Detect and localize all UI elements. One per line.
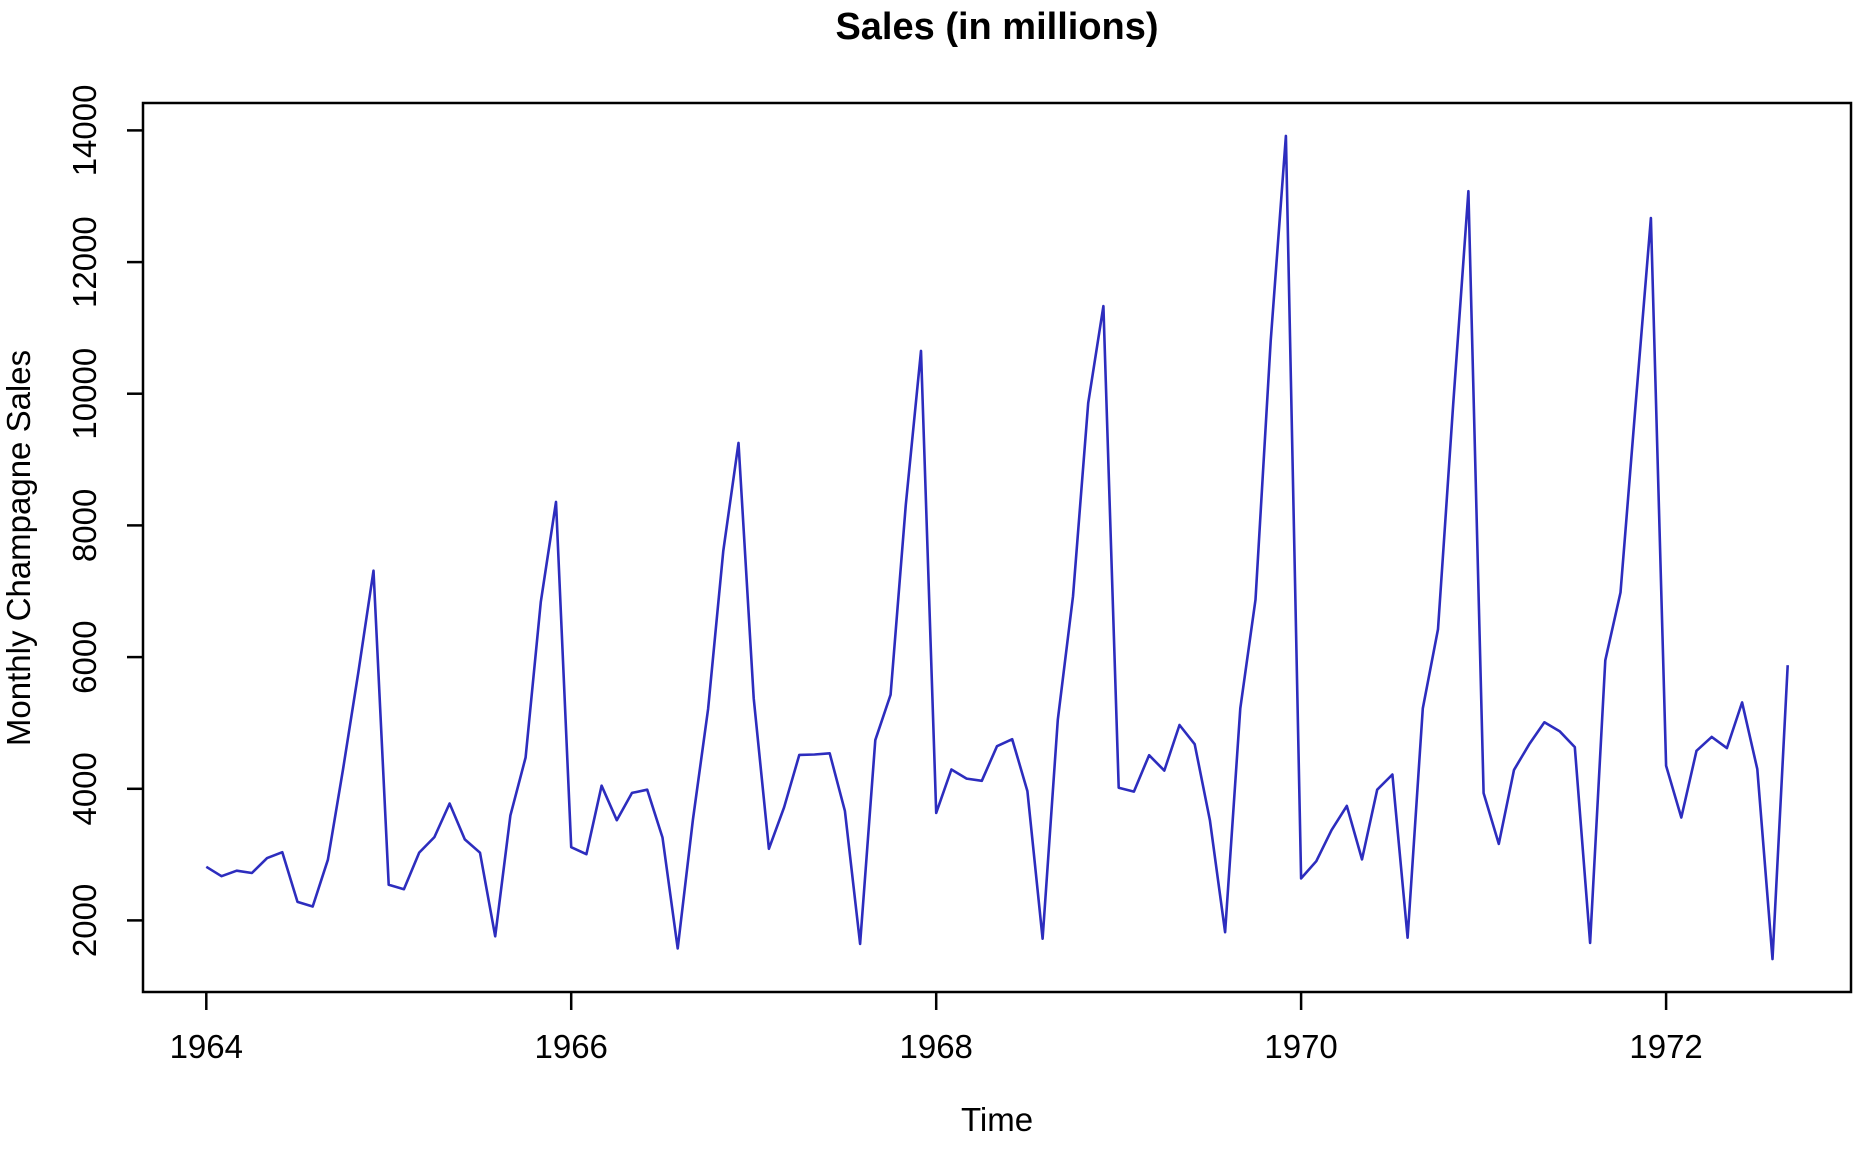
y-tick-label: 10000 bbox=[66, 348, 103, 440]
x-tick-label: 1970 bbox=[1264, 1028, 1337, 1065]
chart-title: Sales (in millions) bbox=[835, 6, 1158, 48]
x-tick-label: 1972 bbox=[1629, 1028, 1702, 1065]
y-tick-label: 2000 bbox=[66, 884, 103, 957]
y-tick-label: 12000 bbox=[66, 216, 103, 308]
y-axis: 2000 4000 6000 8000 10000 12000 14000 bbox=[66, 85, 143, 957]
plot-border bbox=[141, 101, 1853, 994]
sales-line bbox=[205, 134, 1789, 961]
y-tick-label: 6000 bbox=[66, 620, 103, 693]
x-axis: 1964 1966 1968 1970 1972 bbox=[170, 992, 1703, 1065]
x-tick-label: 1968 bbox=[899, 1028, 972, 1065]
x-tick-label: 1964 bbox=[170, 1028, 243, 1065]
y-axis-title: Monthly Champagne Sales bbox=[0, 350, 37, 746]
x-tick-label: 1966 bbox=[534, 1028, 607, 1065]
x-axis-title: Time bbox=[961, 1101, 1033, 1138]
y-tick-label: 8000 bbox=[66, 489, 103, 562]
y-tick-label: 4000 bbox=[66, 752, 103, 825]
y-tick-label: 14000 bbox=[66, 85, 103, 177]
